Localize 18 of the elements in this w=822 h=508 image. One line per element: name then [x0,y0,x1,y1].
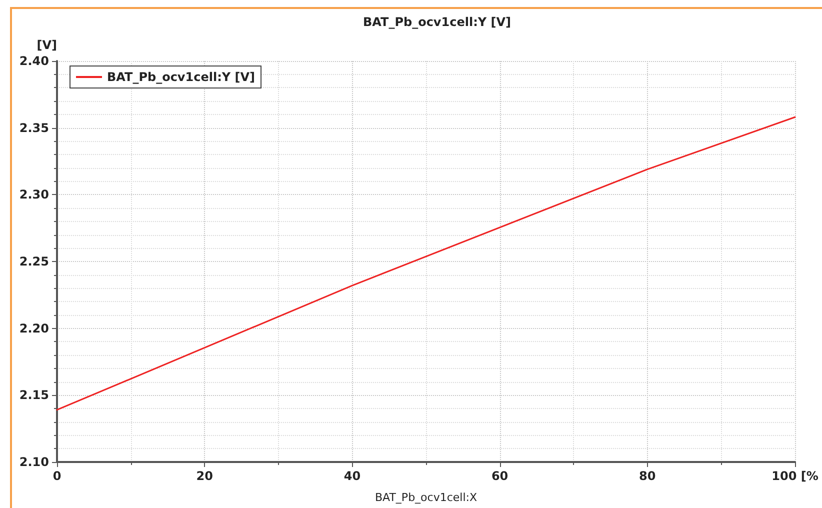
y-axis-title: [V] [36,38,57,52]
y-tick-label: 2.10 [19,455,49,469]
chart-title: BAT_Pb_ocv1cell:Y [V] [362,15,512,29]
x-tick-label: 80 [639,469,656,483]
legend-label: BAT_Pb_ocv1cell:Y [V] [107,70,256,84]
y-tick-label: 2.35 [19,120,49,135]
x-tick-label: 100 [% [772,469,818,483]
y-tick-label: 2.40 [19,54,49,68]
x-tick-label: 40 [344,469,361,483]
line-series [56,116,796,411]
y-tick-label: 2.15 [19,388,49,402]
y-tick-label: 2.20 [19,321,49,336]
x-tick-label: 20 [196,469,213,483]
x-tick-label: 0 [52,469,62,483]
y-tick-label: 2.25 [19,254,49,268]
x-axis-title: BAT_Pb_ocv1cell:X [374,491,478,504]
x-tick-label: 60 [491,469,508,483]
y-tick-label: 2.30 [19,188,49,202]
